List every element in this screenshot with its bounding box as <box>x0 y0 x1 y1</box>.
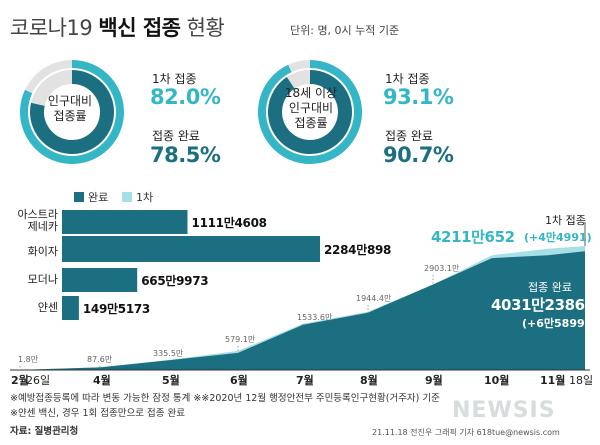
legend-first: 1차 <box>122 189 153 205</box>
donut-2-full-value: 90.7% <box>383 143 454 167</box>
point-label-7: 2903.1만 <box>424 264 460 273</box>
bar-value-pfizer: 2284만898 <box>324 243 392 257</box>
donut-1-first-value: 82.0% <box>150 85 221 109</box>
month-apr: 4월 <box>93 374 111 387</box>
donut-1-full-value: 78.5% <box>150 143 221 167</box>
legend-full-swatch <box>74 192 84 202</box>
donut-1-full-label: 접종 완료 <box>152 129 200 143</box>
bar-pfizer <box>62 236 320 262</box>
month-sep: 9월 <box>425 374 443 387</box>
area-full-dose <box>20 251 585 370</box>
credit-text: 21.11.18 전진우 그래픽 기자 618tue@newsis.com <box>372 428 560 437</box>
title-suffix: 현황 <box>186 16 225 40</box>
donut-1-full-ring <box>30 70 114 154</box>
donut-2-full-ring <box>268 70 352 154</box>
month-jun: 6월 <box>230 374 248 387</box>
bar-moderna <box>62 268 138 292</box>
bar-layer <box>62 210 320 320</box>
point-label-5: 1533.6만 <box>297 313 333 322</box>
donut-2-full-label: 접종 완료 <box>385 129 433 143</box>
bar-value-moderna: 665만9973 <box>141 274 209 288</box>
donut-2-label: 18세 이상 인구대비 접종률 <box>284 86 338 130</box>
bar-name-astrazeneca: 아스트라 제네카 <box>4 209 58 233</box>
legend-full-label: 완료 <box>88 191 109 204</box>
bar-name-janssen: 얀센 <box>37 301 58 314</box>
donut-2-first-ring <box>258 60 362 164</box>
donut-2-first-label: 1차 접종 <box>385 72 430 86</box>
legend-first-label: 1차 <box>136 191 154 204</box>
bar-janssen <box>62 296 79 320</box>
donut-1-first-label: 1차 접종 <box>152 72 197 86</box>
month-feb: 2월 <box>11 374 29 387</box>
donut-2-center-label: 18세 이상 인구대비 접종률 <box>267 86 355 131</box>
month-may: 5월 <box>162 374 180 387</box>
watermark-logo: NEWSIS <box>452 398 556 423</box>
point-label-4: 579.1만 <box>225 335 256 344</box>
donut-1-center-label: 인구대비 접종률 <box>30 94 110 124</box>
month-oct: 10월 <box>484 374 510 387</box>
month-jul: 7월 <box>296 374 314 387</box>
point-label-2: 87.6만 <box>87 355 113 364</box>
bar-name-moderna: 모더나 <box>27 273 58 286</box>
first-dose-label: 1차 접종 <box>545 214 586 227</box>
day-18: 18일 <box>569 374 594 387</box>
point-label-1: 1.8만 <box>18 355 39 364</box>
title-prefix: 코로나19 <box>10 16 93 40</box>
unit-note: 단위: 명, 0시 누적 기준 <box>290 24 400 37</box>
full-dose-label: 접종 완료 <box>528 281 572 294</box>
donut-1-first-ring <box>20 60 124 164</box>
bar-value-janssen: 149만5173 <box>82 302 150 316</box>
point-label-6: 1944.4만 <box>356 294 392 303</box>
day-26: 26일 <box>26 374 51 387</box>
first-dose-total: 4211만652 <box>431 228 515 246</box>
full-dose-total: 4031만2386 <box>491 296 585 314</box>
title-bold: 백신 접종 <box>98 16 181 40</box>
donut-1-label: 인구대비 접종률 <box>47 94 93 123</box>
bar-name-pfizer: 화이자 <box>27 245 58 258</box>
legend-full: 완료 <box>74 189 108 205</box>
donut-layer <box>20 60 362 164</box>
footnote-2: ※얀센 백신, 경우 1회 접종만으로 접종 완료 <box>10 408 185 419</box>
legend-first-swatch <box>122 192 132 202</box>
month-nov: 11월 <box>540 374 566 387</box>
bar-value-astrazeneca: 1111만4608 <box>191 216 267 230</box>
donut-2-first-value: 93.1% <box>383 85 454 109</box>
footnote-1: ※예방접종등록에 따라 변동 가능한 잠정 통계 ※※2020년 12월 행정안… <box>10 393 440 404</box>
area-layer <box>10 222 590 371</box>
bar-name-astrazeneca-text: 아스트라 제네카 <box>17 208 58 233</box>
full-dose-delta: (+6만5899) <box>522 317 590 330</box>
month-aug: 8월 <box>360 374 378 387</box>
point-label-3: 335.5만 <box>153 349 184 358</box>
first-dose-delta: (+4만4991) <box>524 231 592 244</box>
bar-astrazeneca <box>62 210 188 234</box>
source-text: 자료: 질병관리청 <box>10 426 79 437</box>
page-title: 코로나19 백신 접종 현황 <box>10 12 225 42</box>
